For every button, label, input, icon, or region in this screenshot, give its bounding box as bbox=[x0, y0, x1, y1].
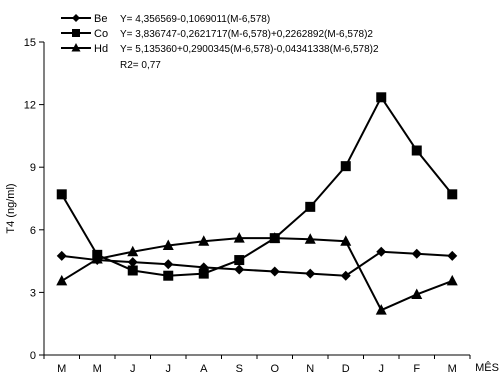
legend-label-hd: Hd bbox=[94, 43, 108, 55]
y-tick-label: 15 bbox=[24, 37, 36, 49]
y-axis-label: T4 (ng/ml) bbox=[5, 183, 17, 233]
markers-group bbox=[56, 92, 458, 315]
series-line-hd bbox=[61, 237, 453, 312]
x-tick-label: M bbox=[93, 363, 102, 375]
point-be bbox=[163, 259, 174, 270]
y-tick-label: 6 bbox=[30, 225, 36, 237]
point-hd bbox=[56, 274, 68, 286]
point-be bbox=[234, 264, 245, 275]
point-co bbox=[234, 255, 245, 266]
x-tick-label: D bbox=[342, 363, 350, 375]
x-tick-label: A bbox=[200, 363, 208, 375]
point-hd bbox=[446, 274, 458, 286]
r2-label: R2= 0,77 bbox=[120, 60, 161, 71]
legend-marker-be bbox=[72, 14, 80, 22]
x-tick-label: S bbox=[236, 363, 243, 375]
x-tick-label: O bbox=[270, 363, 279, 375]
x-tick-label: M bbox=[57, 363, 66, 375]
point-hd bbox=[375, 304, 387, 315]
point-hd bbox=[269, 232, 281, 243]
point-be bbox=[127, 257, 138, 268]
series-group bbox=[60, 95, 454, 312]
point-hd bbox=[340, 235, 352, 246]
point-hd bbox=[411, 288, 423, 299]
y-tick-label: 3 bbox=[30, 287, 36, 299]
point-hd bbox=[198, 235, 210, 246]
legend-label-co: Co bbox=[94, 28, 108, 40]
point-be bbox=[411, 248, 422, 259]
equation-be: Y= 4,356569-0,1069011(M-6,578) bbox=[120, 14, 270, 25]
x-axis-label: MÊS bbox=[475, 361, 499, 374]
y-tick-label: 12 bbox=[24, 100, 36, 112]
y-tick-label: 9 bbox=[30, 162, 36, 174]
x-tick-label: J bbox=[130, 363, 136, 375]
point-be bbox=[447, 250, 458, 261]
x-tick-label: J bbox=[166, 363, 172, 375]
point-be bbox=[56, 250, 67, 261]
point-hd bbox=[162, 239, 174, 250]
series-line-be bbox=[61, 250, 453, 277]
point-co bbox=[163, 270, 174, 281]
point-hd bbox=[304, 233, 316, 244]
point-be bbox=[340, 270, 351, 281]
point-hd bbox=[127, 245, 139, 257]
point-co bbox=[411, 145, 422, 156]
equation-hd: Y= 5,135360+0,2900345(M-6,578)-0,0434133… bbox=[120, 44, 379, 55]
x-tick-label: J bbox=[379, 363, 385, 375]
x-tick-label: N bbox=[306, 363, 314, 375]
legend-marker-hd bbox=[71, 43, 81, 52]
point-co bbox=[376, 92, 387, 103]
x-tick-label: M bbox=[448, 363, 457, 375]
point-be bbox=[305, 268, 316, 279]
point-hd bbox=[233, 232, 245, 243]
regression-equations: Y= 4,356569-0,1069011(M-6,578) Y= 3,83674… bbox=[120, 14, 379, 71]
x-tick-label: F bbox=[413, 363, 420, 375]
legend-marker-co bbox=[72, 29, 80, 37]
legend: Be Co Hd bbox=[61, 13, 108, 55]
legend-label-be: Be bbox=[94, 13, 107, 25]
point-co bbox=[340, 161, 351, 172]
point-be bbox=[269, 266, 280, 277]
point-co bbox=[56, 189, 67, 200]
axes: 0 3 6 9 12 15 M M J J A S O N D J F M MÊS T4 (ng/ml) bbox=[5, 37, 499, 375]
point-co bbox=[447, 189, 458, 200]
y-tick-label: 0 bbox=[30, 350, 36, 362]
point-co bbox=[127, 265, 138, 276]
point-co bbox=[198, 268, 209, 279]
point-hd bbox=[91, 253, 103, 264]
point-be bbox=[376, 246, 387, 257]
equation-co: Y= 3,836747-0,2621717(M-6,578)+0,2262892… bbox=[120, 29, 373, 40]
point-co bbox=[305, 201, 316, 212]
series-line-co bbox=[60, 95, 454, 277]
